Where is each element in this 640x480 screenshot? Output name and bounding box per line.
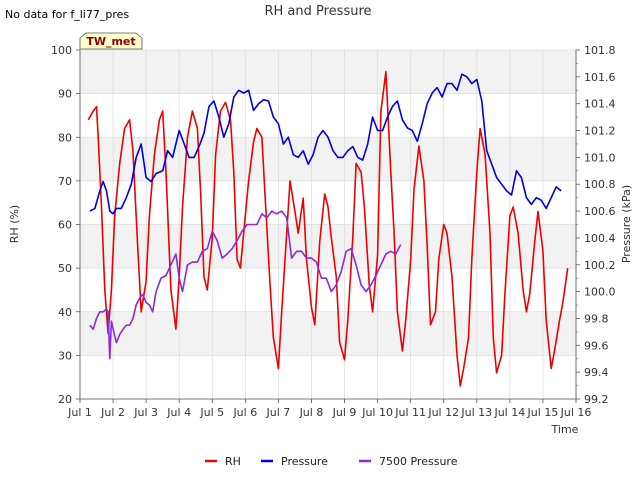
plot-lines	[87, 71, 569, 387]
y-axis-right-title: Pressure (kPa)	[620, 185, 633, 263]
y-right-tick-label: 99.6	[584, 339, 609, 352]
y-right-tick-label: 100.2	[584, 259, 616, 272]
x-tick-label: Jul 9	[332, 406, 357, 419]
x-tick-label: Jul 5	[199, 406, 224, 419]
y-right-tick-label: 99.2	[584, 393, 609, 406]
legend-label: Pressure	[281, 455, 328, 468]
x-tick-label: Jul 4	[166, 406, 191, 419]
y-right-tick-label: 99.8	[584, 312, 609, 325]
plot-band	[80, 180, 576, 225]
y-left-tick-label: 30	[58, 349, 72, 362]
y-right-tick-label: 100.8	[584, 178, 616, 191]
axes: 20 30 40 50 60 70 80 90 100 Jul 1 Jul 2 Jul 3 Jul 4 J…	[51, 44, 616, 419]
y-left-tick-label: 50	[58, 262, 72, 275]
x-tick-label: Jul 14	[493, 406, 525, 419]
x-axis-title: Time	[551, 423, 579, 436]
x-tick-label: Jul 10	[361, 406, 393, 419]
plot-band	[80, 224, 576, 269]
x-tick-label: Jul 3	[133, 406, 158, 419]
plot-band	[80, 355, 576, 399]
y-left-tick-label: 70	[58, 175, 72, 188]
plot-band	[80, 50, 576, 94]
y-right-tick-label: 100.6	[584, 205, 616, 218]
no-data-note: No data for f_li77_pres	[5, 8, 129, 21]
plot-band	[80, 268, 576, 312]
y-left-tick-label: 80	[58, 131, 72, 144]
legend: RH Pressure 7500 Pressure	[205, 455, 458, 468]
series-line-pressure	[89, 73, 562, 215]
y-left-tick-label: 20	[58, 393, 72, 406]
station-label-box: TW_met	[79, 32, 143, 50]
y-left-tick-label: 40	[58, 306, 72, 319]
y-right-tick-label: 101.8	[584, 44, 616, 57]
y-right-tick-label: 101.0	[584, 151, 616, 164]
y-right-tick-label: 100.0	[584, 286, 616, 299]
x-tick-label: Jul 8	[299, 406, 324, 419]
series-line-rh	[87, 71, 569, 387]
y-left-tick-label: 60	[58, 219, 72, 232]
x-tick-label: Jul 13	[460, 406, 492, 419]
x-tick-label: Jul 6	[232, 406, 257, 419]
x-tick-label: Jul 11	[394, 406, 426, 419]
chart-title: RH and Pressure	[264, 4, 371, 19]
y-right-tick-label: 101.4	[584, 98, 616, 111]
x-tick-label: Jul 15	[527, 406, 559, 419]
y-left-tick-label: 100	[51, 44, 72, 57]
y-right-tick-label: 101.2	[584, 125, 616, 138]
plot-band	[80, 93, 576, 138]
legend-label: RH	[225, 455, 241, 468]
y-right-tick-label: 100.4	[584, 232, 616, 245]
station-label: TW_met	[86, 35, 135, 48]
x-tick-label: Jul 12	[427, 406, 459, 419]
legend-label: 7500 Pressure	[379, 455, 458, 468]
y-axis-left-title: RH (%)	[8, 205, 21, 243]
y-right-tick-label: 99.4	[584, 366, 609, 379]
x-tick-label: Jul 1	[67, 406, 92, 419]
y-left-tick-label: 90	[58, 88, 72, 101]
y-right-tick-label: 101.6	[584, 71, 616, 84]
x-tick-label: Jul 2	[100, 406, 125, 419]
plot-band	[80, 137, 576, 181]
series-line-7500-pressure	[89, 210, 402, 360]
x-tick-label: Jul 7	[266, 406, 291, 419]
x-tick-label: Jul 16	[560, 406, 592, 419]
